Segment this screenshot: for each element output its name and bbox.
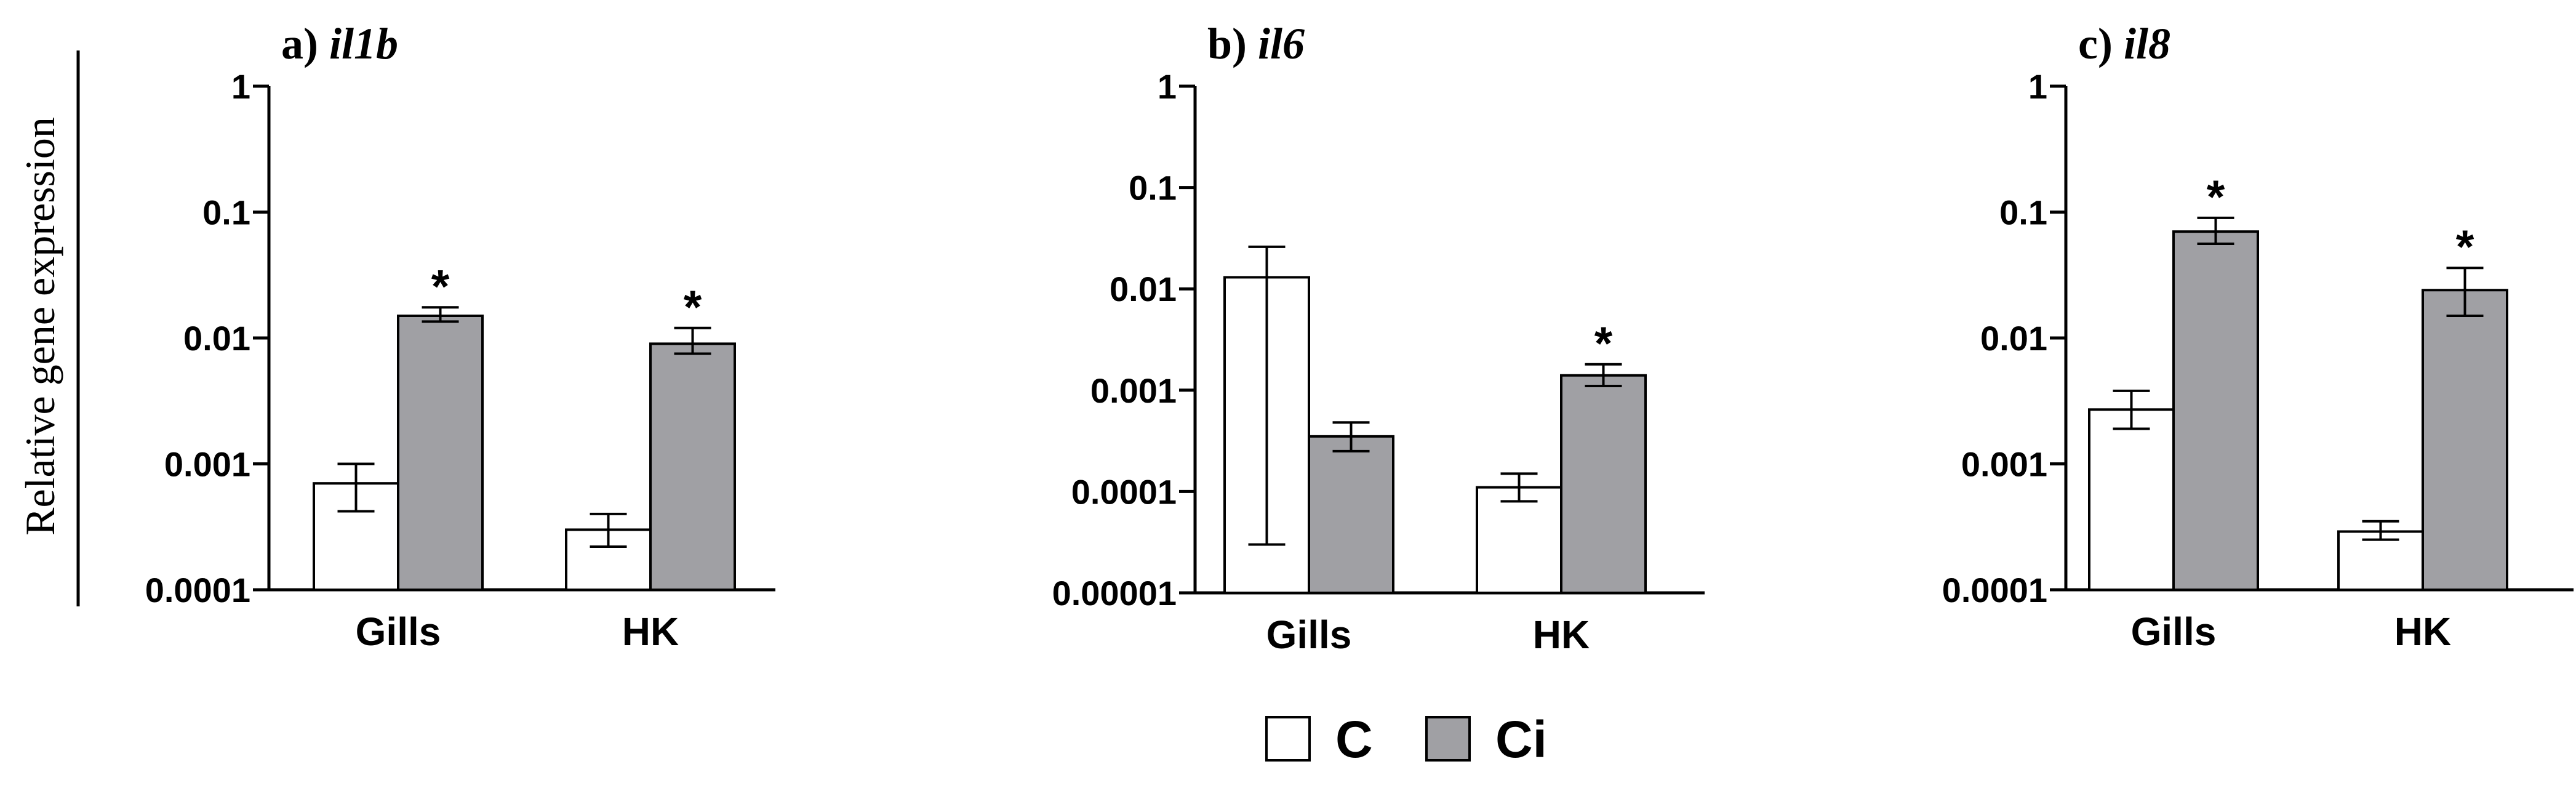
y-tick-label: 0.001 (1961, 445, 2047, 484)
y-tick-label: 0.01 (183, 319, 250, 358)
panel-title: b) il6 (1207, 19, 1305, 68)
x-category-label: HK (2394, 609, 2451, 654)
panel-title-gene: il1b (329, 19, 398, 68)
legend: C Ci (1265, 710, 1547, 768)
panel-title-prefix: c) (2078, 19, 2124, 68)
y-tick-label: 0.0001 (1071, 472, 1177, 511)
significance-star: * (2207, 171, 2225, 223)
x-category-label: HK (1533, 613, 1590, 657)
y-tick-label: 1 (2028, 67, 2047, 106)
y-tick-label: 0.01 (1980, 319, 2047, 358)
legend-swatch-c (1265, 716, 1311, 762)
bar-c-gills (2088, 408, 2175, 592)
y-tick-label: 0.1 (202, 193, 250, 232)
significance-star: * (431, 260, 450, 313)
panel-title-gene: il6 (1258, 19, 1305, 68)
panel-title-gene: il8 (2124, 19, 2170, 68)
bar-ci-hk (2422, 289, 2508, 591)
y-tick-label: 0.0001 (145, 571, 250, 609)
y-tick-label: 0.01 (1110, 270, 1177, 308)
legend-label-ci: Ci (1495, 710, 1547, 768)
significance-star: * (684, 281, 702, 334)
legend-label-c: C (1335, 710, 1373, 768)
bar-ci-gills (397, 314, 484, 591)
bar-ci-gills (2172, 230, 2259, 592)
panel-title: c) il8 (2078, 19, 2170, 68)
significance-star: * (1594, 318, 1613, 370)
chart-panel-il1b: a) il1b 1 0.1 0.01 0.001 0.0001 * Gills * HK (145, 19, 775, 654)
bar-ci-hk (649, 342, 736, 591)
y-tick-label: 0.1 (1129, 169, 1177, 207)
bar-c-hk (2337, 530, 2424, 592)
panel-title: a) il1b (281, 19, 398, 68)
y-tick-label: 0.001 (164, 445, 250, 484)
y-tick-label: 0.1 (1999, 193, 2047, 232)
y-tick-label: 0.001 (1090, 371, 1177, 410)
bar-ci-gills (1308, 435, 1394, 594)
bar-c-hk (1476, 486, 1562, 595)
significance-star: * (2456, 221, 2474, 273)
panel-title-prefix: a) (281, 19, 329, 68)
y-tick-label: 0.0001 (1942, 571, 2047, 609)
x-category-label: Gills (1266, 613, 1352, 657)
y-tick-label: 1 (231, 67, 250, 106)
chart-panel-il6: b) il6 1 0.1 0.01 0.001 0.0001 0.00001 Gills * HK (1052, 19, 1705, 657)
y-tick-label: 0.00001 (1052, 574, 1177, 613)
y-tick-label: 1 (1158, 67, 1177, 106)
panel-title-prefix: b) (1207, 19, 1258, 68)
x-category-label: Gills (2131, 609, 2217, 654)
x-category-label: Gills (356, 609, 441, 654)
legend-swatch-ci (1425, 716, 1471, 762)
x-category-label: HK (622, 609, 679, 654)
y-axis-label: Relative gene expression (17, 117, 63, 536)
chart-panel-il8: c) il8 1 0.1 0.01 0.001 0.0001 * Gills * HK (1942, 19, 2574, 654)
bar-ci-hk (1560, 374, 1647, 594)
